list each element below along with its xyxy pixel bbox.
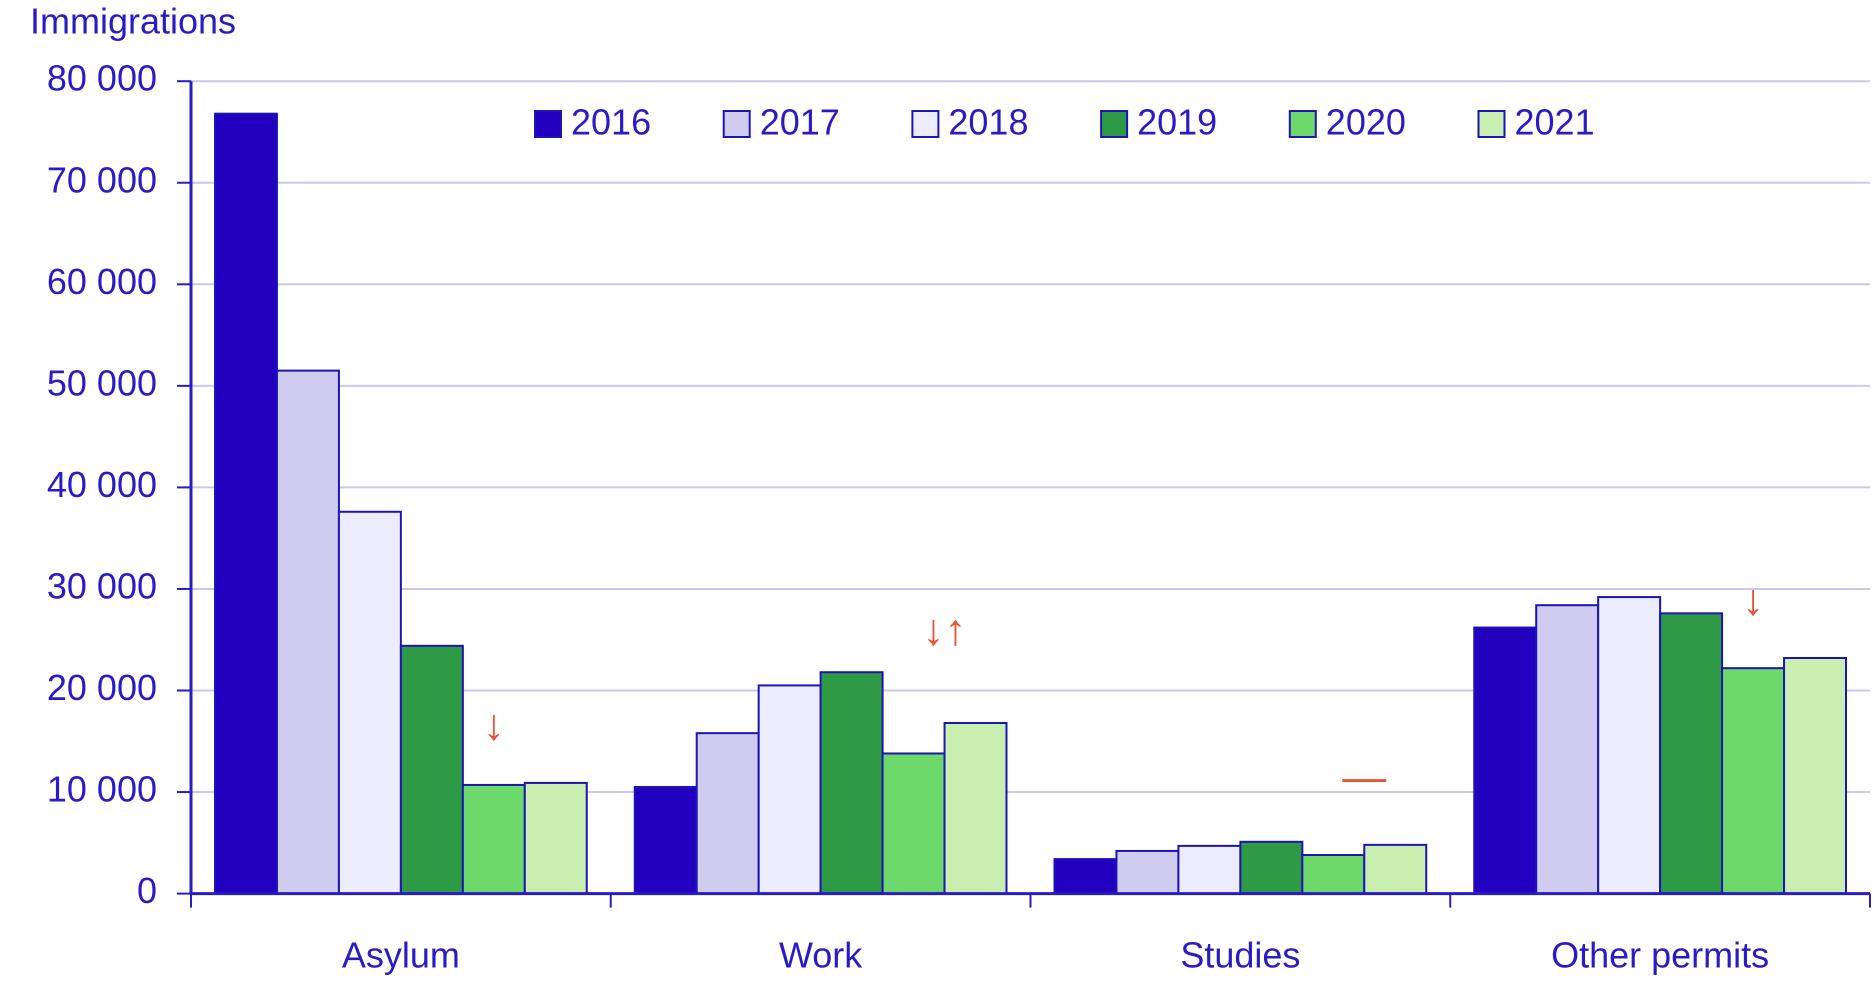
- bar: [1363, 843, 1428, 895]
- bar: [881, 752, 946, 895]
- annotation: ↓↑: [923, 606, 967, 655]
- legend-swatch: [722, 110, 751, 138]
- y-tick-label: 30 000: [47, 565, 157, 606]
- bar: [275, 369, 340, 895]
- legend-label: 2017: [760, 102, 840, 143]
- bar: [633, 785, 698, 895]
- y-tick-label: 0: [137, 870, 157, 911]
- bar: [523, 781, 588, 895]
- bar: [214, 112, 278, 895]
- bar: [1597, 596, 1662, 895]
- legend-label: 2021: [1515, 102, 1595, 143]
- y-tick-label: 60 000: [47, 261, 157, 302]
- legend-label: 2018: [948, 102, 1028, 143]
- bar: [1115, 849, 1180, 895]
- bar: [819, 671, 884, 895]
- y-tick-label: 40 000: [47, 464, 157, 505]
- x-tick-label: Other permits: [1551, 935, 1769, 976]
- legend-swatch: [911, 110, 940, 138]
- legend-label: 2016: [571, 102, 651, 143]
- annotation: ↓: [1742, 576, 1764, 625]
- bar: [1535, 604, 1600, 895]
- bar: [1053, 858, 1118, 895]
- y-tick-label: 50 000: [47, 362, 157, 403]
- bar: [695, 732, 760, 895]
- x-tick-label: Asylum: [342, 935, 460, 976]
- bar: [1659, 612, 1724, 895]
- x-tick-label: Work: [779, 935, 863, 976]
- bar: [757, 684, 822, 895]
- x-tick-label: Studies: [1180, 935, 1300, 976]
- bar: [1239, 840, 1304, 895]
- bar: [943, 721, 1008, 895]
- bar: [1783, 657, 1847, 895]
- legend-label: 2020: [1326, 102, 1406, 143]
- legend-swatch: [534, 110, 562, 138]
- legend-swatch: [1100, 110, 1129, 138]
- annotation: ↓: [483, 701, 505, 750]
- bar: [399, 644, 464, 895]
- bar: [1473, 626, 1538, 895]
- y-tick-label: 80 000: [47, 58, 157, 99]
- bar: [337, 510, 402, 895]
- bar: [1301, 854, 1366, 895]
- y-tick-label: 10 000: [47, 769, 157, 810]
- y-tick-label: 20 000: [47, 667, 157, 708]
- bar: [1721, 667, 1786, 895]
- y-axis-label: Immigrations: [30, 1, 236, 42]
- bar: [461, 783, 526, 895]
- legend-swatch: [1288, 110, 1317, 138]
- bar: [1177, 844, 1242, 895]
- annotation: —: [1342, 752, 1386, 801]
- y-tick-label: 70 000: [47, 159, 157, 200]
- legend-label: 2019: [1137, 102, 1217, 143]
- legend-swatch: [1477, 110, 1506, 138]
